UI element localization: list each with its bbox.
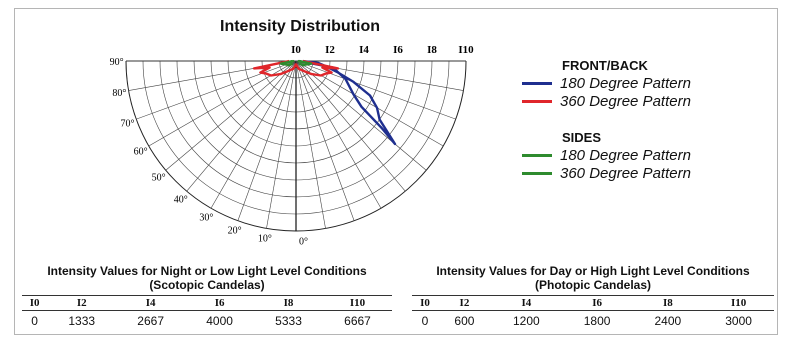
legend-label: 180 Degree Pattern [560, 74, 691, 92]
column-header: I6 [561, 295, 633, 311]
day-values-table: I0 I2 I4 I6 I8 I10 0 600 1200 1800 2400 … [412, 295, 774, 328]
legend: FRONT/BACK 180 Degree Pattern 360 Degree… [522, 58, 762, 182]
column-header: I4 [116, 295, 186, 311]
axis-labels: I0 I2 I4 I6 I8 I10 90° 80° 70° 60° 50° 40° 30° 20° 10°… [110, 44, 474, 247]
column-header: I10 [323, 295, 392, 311]
legend-group-title: FRONT/BACK [562, 58, 648, 73]
angle-tick-label: 30° [199, 212, 213, 223]
angle-tick-label: 90° [110, 57, 124, 68]
grid-spoke [136, 60, 297, 120]
column-header: I8 [254, 295, 323, 311]
night-table-heading: Intensity Values for Night or Low Light … [22, 264, 392, 292]
table-header-row: I0 I2 I4 I6 I8 I10 [22, 295, 392, 311]
table-cell: 0 [421, 314, 429, 328]
angle-tick-label: 80° [112, 88, 126, 99]
table-cell: 1333 [68, 314, 96, 328]
angle-tick-label: 40° [174, 194, 188, 205]
legend-label: 360 Degree Pattern [560, 92, 691, 110]
table-cell: 5333 [275, 314, 302, 328]
day-table-heading: Intensity Values for Day or High Light L… [412, 264, 774, 292]
angle-tick-label: 60° [134, 147, 148, 158]
table-cell: 4000 [206, 314, 233, 328]
table-header-row: I0 I2 I4 I6 I8 I10 [412, 295, 774, 311]
night-table-heading-line2: (Scotopic Candelas) [149, 278, 265, 292]
radial-tick-label: I4 [359, 44, 369, 56]
grid-spoke [295, 60, 456, 120]
grid-spoke [295, 60, 326, 229]
table-cell: 3000 [725, 314, 752, 328]
legend-swatch-red [522, 99, 552, 103]
series-line [279, 59, 295, 67]
legend-swatch-green [522, 171, 552, 175]
radial-tick-label: I2 [325, 44, 335, 56]
column-header: I4 [490, 295, 562, 311]
series-line [297, 59, 313, 67]
chart-title: Intensity Distribution [220, 18, 380, 35]
grid-spoke [266, 60, 297, 229]
grid-spoke [186, 60, 297, 192]
grid-spoke [210, 60, 297, 209]
table-cell: 1800 [583, 314, 611, 328]
table-cell: 600 [454, 314, 475, 328]
legend-entry: 180 Degree Pattern [522, 74, 762, 92]
table-row: 0 1333 2667 4000 5333 6667 [22, 311, 392, 328]
table-cell: 0 [31, 314, 38, 328]
legend-group-front-back: FRONT/BACK 180 Degree Pattern 360 Degree… [522, 58, 762, 110]
polar-grid [125, 60, 467, 232]
column-header: I0 [412, 295, 438, 311]
radial-tick-label: I6 [393, 44, 403, 56]
legend-entry: 360 Degree Pattern [522, 92, 762, 110]
grid-spoke [295, 60, 355, 221]
legend-swatch-blue [522, 81, 552, 85]
column-header: I8 [632, 295, 704, 311]
table-row: 0 600 1200 1800 2400 3000 [412, 311, 774, 328]
grid-spoke [295, 60, 427, 171]
day-table-heading-line1: Intensity Values for Day or High Light L… [436, 264, 750, 278]
radial-tick-label: I0 [291, 44, 301, 56]
legend-label: 180 Degree Pattern [560, 146, 691, 164]
legend-group-sides: SIDES 180 Degree Pattern 360 Degree Patt… [522, 130, 762, 182]
angle-tick-label: 0° [299, 236, 308, 247]
radial-tick-label: I8 [427, 44, 437, 56]
column-header: I2 [47, 295, 117, 311]
table-cell: 1200 [512, 314, 540, 328]
night-table-heading-line1: Intensity Values for Night or Low Light … [47, 264, 367, 278]
grid-spoke [295, 60, 406, 192]
angle-tick-label: 20° [228, 226, 242, 237]
legend-entry: 360 Degree Pattern [522, 164, 762, 182]
series-lines [252, 59, 397, 146]
column-header: I6 [185, 295, 255, 311]
angle-tick-label: 70° [120, 118, 134, 129]
grid-spoke [295, 60, 382, 209]
column-header: I2 [437, 295, 491, 311]
column-header: I10 [703, 295, 774, 311]
table-cell: 6667 [344, 314, 371, 328]
table-cell: 2667 [137, 314, 164, 328]
grid-spoke [165, 60, 297, 171]
day-table-heading-line2: (Photopic Candelas) [534, 278, 651, 292]
legend-group-title: SIDES [562, 130, 602, 145]
figure-frame [14, 8, 778, 335]
legend-swatch-green [522, 153, 552, 157]
legend-label: 360 Degree Pattern [560, 164, 691, 182]
angle-tick-label: 10° [258, 234, 272, 245]
night-values-table: I0 I2 I4 I6 I8 I10 0 1333 2667 4000 5333… [22, 295, 392, 328]
grid-spoke [237, 60, 297, 221]
angle-tick-label: 50° [152, 172, 166, 183]
radial-tick-label: I10 [458, 44, 474, 56]
table-cell: 2400 [654, 314, 682, 328]
series-line [252, 59, 340, 77]
column-header: I0 [22, 295, 48, 311]
legend-entry: 180 Degree Pattern [522, 146, 762, 164]
